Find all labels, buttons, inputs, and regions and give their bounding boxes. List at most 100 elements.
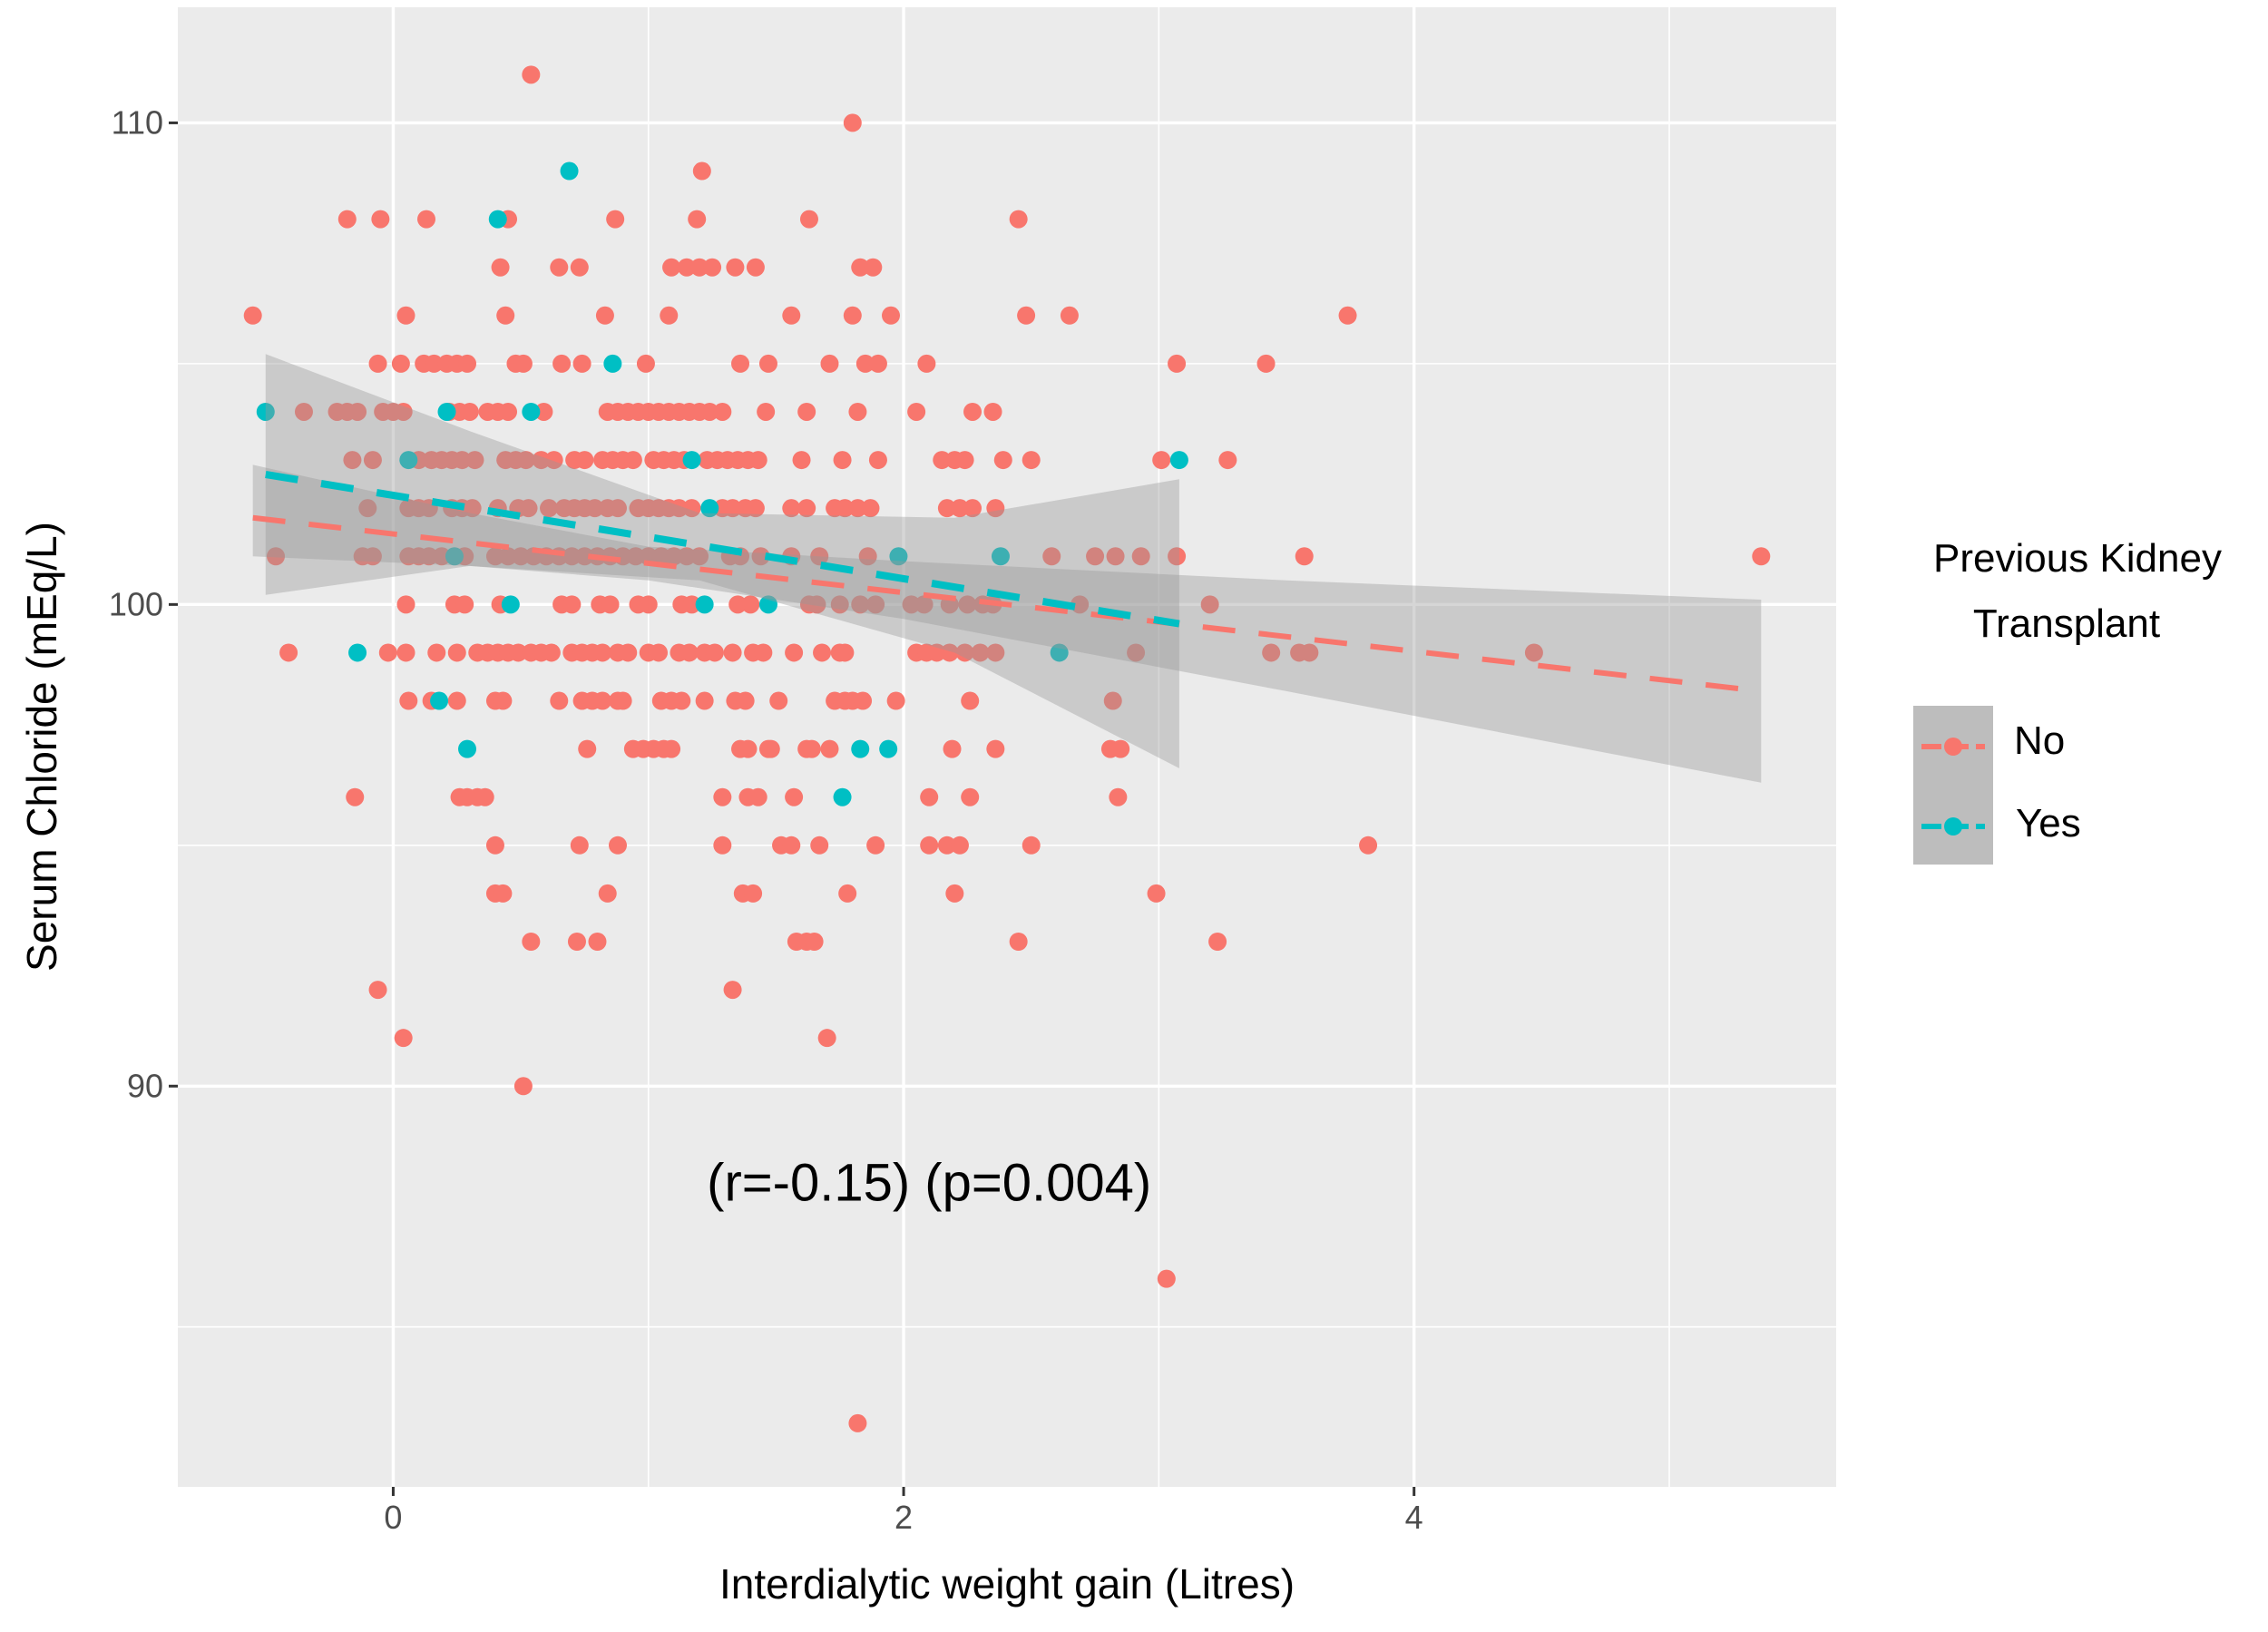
- data-point-no: [836, 499, 855, 518]
- data-point-no: [432, 547, 451, 566]
- data-point-no: [550, 258, 569, 277]
- data-point-no: [491, 258, 510, 277]
- data-point-no: [927, 643, 946, 662]
- data-point-no: [907, 402, 926, 421]
- data-point-no: [782, 499, 801, 518]
- data-point-no: [705, 643, 724, 662]
- data-point-no: [562, 547, 582, 566]
- data-point-no: [513, 1077, 533, 1096]
- data-point-no: [636, 354, 655, 373]
- data-point-no: [797, 499, 816, 518]
- data-point-yes: [879, 739, 898, 758]
- data-point-no: [396, 306, 415, 325]
- data-point-yes: [445, 547, 464, 566]
- data-point-yes: [889, 547, 908, 566]
- data-point-no: [993, 451, 1012, 470]
- data-point-no: [748, 451, 767, 470]
- data-point-no: [713, 402, 732, 421]
- data-point-no: [851, 258, 870, 277]
- data-point-no: [294, 402, 313, 421]
- data-point-no: [858, 547, 877, 566]
- data-point-no: [1200, 595, 1219, 614]
- data-point-no: [363, 451, 382, 470]
- data-point-no: [868, 451, 887, 470]
- data-point-yes: [833, 787, 852, 806]
- data-point-no: [746, 258, 765, 277]
- data-point-no: [738, 739, 758, 758]
- data-point-no: [902, 595, 921, 614]
- data-point-no: [1060, 306, 1079, 325]
- data-point-no: [731, 354, 750, 373]
- data-point-no: [578, 739, 597, 758]
- data-point-no: [886, 691, 905, 710]
- data-point-no: [651, 547, 670, 566]
- data-point-no: [838, 884, 857, 903]
- data-point-no: [692, 161, 711, 181]
- data-point-yes: [560, 161, 579, 181]
- data-point-no: [279, 643, 298, 662]
- data-point-no: [1208, 932, 1227, 951]
- data-point-no: [670, 499, 689, 518]
- data-point-no: [723, 643, 742, 662]
- data-point-no: [940, 643, 959, 662]
- data-point-no: [455, 595, 474, 614]
- data-point-no: [494, 884, 513, 903]
- data-point-no: [337, 210, 357, 229]
- data-points: [243, 65, 1771, 1432]
- data-point-no: [460, 402, 479, 421]
- data-point-no: [713, 787, 732, 806]
- data-point-no: [843, 113, 862, 132]
- data-point-no: [550, 691, 569, 710]
- data-point-no: [782, 836, 801, 855]
- data-point-no: [542, 643, 561, 662]
- data-point-no: [1168, 354, 1187, 373]
- data-point-no: [785, 643, 804, 662]
- data-point-yes: [430, 691, 449, 710]
- data-point-no: [820, 354, 839, 373]
- data-point-no: [723, 499, 742, 518]
- data-point-no: [601, 595, 620, 614]
- data-point-no: [955, 643, 974, 662]
- data-point-yes: [348, 643, 367, 662]
- data-point-no: [447, 643, 466, 662]
- data-point-no: [682, 499, 701, 518]
- data-point-no: [348, 402, 367, 421]
- data-point-yes: [488, 210, 507, 229]
- data-point-no: [425, 354, 444, 373]
- x-tick-label: 0: [384, 1499, 402, 1536]
- data-point-yes: [682, 451, 701, 470]
- legend-key-point-yes: [1944, 817, 1962, 836]
- data-point-no: [748, 787, 767, 806]
- data-point-no: [534, 402, 553, 421]
- data-point-no: [522, 932, 541, 951]
- data-point-no: [1524, 643, 1543, 662]
- x-axis-title: Interdialytic weight gain (Litres): [719, 1560, 1295, 1608]
- data-point-no: [613, 691, 632, 710]
- data-point-no: [465, 451, 484, 470]
- data-point-no: [532, 451, 551, 470]
- data-point-no: [512, 547, 531, 566]
- data-point-no: [458, 354, 477, 373]
- data-point-no: [1009, 932, 1028, 951]
- data-point-no: [1109, 787, 1128, 806]
- data-point-no: [1157, 1269, 1176, 1288]
- data-point-no: [933, 451, 952, 470]
- data-point-no: [662, 258, 681, 277]
- data-point-no: [782, 306, 801, 325]
- data-point-no: [758, 354, 777, 373]
- data-point-yes: [991, 547, 1010, 566]
- data-point-no: [343, 451, 362, 470]
- data-point-no: [820, 739, 839, 758]
- data-point-yes: [522, 402, 541, 421]
- data-point-no: [1256, 354, 1276, 373]
- data-point-no: [499, 547, 518, 566]
- regression-lines: [252, 354, 1762, 783]
- data-point-no: [1752, 547, 1771, 566]
- data-point-no: [785, 787, 804, 806]
- data-point-no: [955, 451, 974, 470]
- data-point-no: [914, 595, 934, 614]
- data-point-no: [1300, 643, 1319, 662]
- data-point-no: [567, 932, 586, 951]
- data-point-no: [769, 691, 788, 710]
